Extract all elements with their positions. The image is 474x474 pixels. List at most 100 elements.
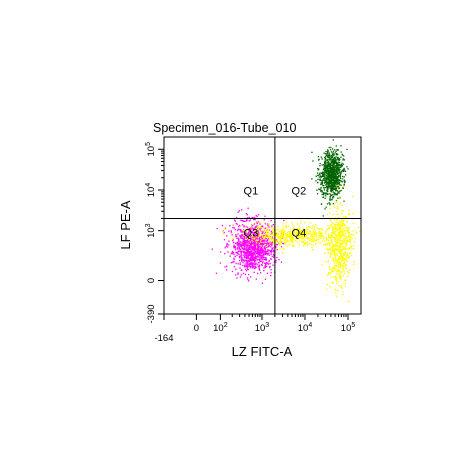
data-point	[329, 286, 331, 288]
data-point	[347, 256, 350, 259]
data-point	[260, 260, 263, 262]
data-point	[304, 231, 306, 233]
data-point	[268, 229, 270, 232]
data-point	[228, 244, 230, 246]
data-point	[333, 153, 335, 155]
data-point	[323, 237, 325, 239]
data-point	[338, 159, 340, 162]
data-point	[327, 149, 329, 151]
data-point	[229, 255, 231, 257]
data-point	[258, 267, 260, 269]
data-point	[267, 242, 269, 244]
data-point	[260, 248, 262, 250]
data-point	[253, 236, 255, 238]
data-point	[334, 173, 337, 175]
data-point	[276, 249, 278, 251]
data-point	[235, 242, 237, 244]
data-point	[334, 253, 337, 255]
data-point	[310, 238, 313, 240]
data-point	[271, 228, 274, 230]
data-point	[247, 260, 249, 262]
data-point	[280, 261, 283, 263]
data-point	[231, 261, 234, 263]
data-point	[320, 235, 322, 237]
data-point	[257, 240, 259, 243]
data-point	[226, 244, 228, 246]
data-point	[238, 246, 240, 248]
data-point	[242, 246, 244, 248]
data-point	[251, 254, 253, 256]
data-point	[233, 227, 235, 229]
data-point	[346, 226, 348, 228]
data-point	[338, 191, 340, 193]
data-point	[337, 175, 340, 177]
data-point	[243, 244, 245, 247]
data-point	[323, 179, 325, 181]
data-point	[336, 260, 338, 263]
data-point	[277, 228, 279, 230]
data-point	[250, 251, 252, 253]
data-point	[242, 262, 244, 264]
data-point	[299, 234, 302, 237]
data-point	[337, 169, 339, 171]
data-point	[259, 238, 261, 240]
data-point	[343, 200, 345, 202]
data-point	[250, 259, 252, 261]
data-point	[335, 240, 337, 243]
data-point	[291, 238, 294, 240]
data-point	[346, 254, 348, 257]
data-point	[254, 239, 256, 241]
data-point	[285, 241, 287, 244]
data-point	[335, 259, 337, 261]
x-tick-label: 103	[255, 322, 270, 334]
data-point	[319, 174, 321, 176]
data-point	[279, 235, 281, 237]
data-point	[244, 257, 246, 259]
series-0	[311, 139, 349, 217]
data-point	[330, 249, 332, 251]
data-point	[265, 234, 267, 236]
data-point	[332, 174, 334, 176]
data-point	[341, 175, 344, 178]
data-point	[331, 199, 333, 201]
data-point	[339, 234, 341, 236]
data-point	[346, 252, 349, 254]
data-point	[340, 249, 342, 251]
data-point	[284, 238, 286, 241]
data-point	[331, 177, 333, 179]
data-point	[249, 246, 251, 249]
data-point	[338, 223, 340, 225]
data-point	[345, 265, 347, 267]
data-point	[325, 169, 327, 172]
data-point	[257, 233, 259, 235]
data-point	[247, 251, 249, 253]
data-point	[265, 259, 267, 261]
data-point	[335, 243, 337, 246]
data-point	[278, 259, 280, 261]
data-point	[243, 260, 245, 262]
data-point	[325, 233, 327, 235]
data-point	[227, 246, 229, 248]
data-point	[252, 263, 254, 265]
data-point	[336, 270, 338, 273]
data-point	[329, 245, 331, 247]
data-point	[286, 245, 288, 247]
data-point	[349, 241, 352, 244]
data-point	[334, 292, 337, 294]
data-point	[277, 242, 280, 244]
data-point	[339, 197, 341, 199]
data-point	[344, 279, 346, 281]
data-point	[335, 181, 337, 183]
data-point	[267, 245, 269, 247]
data-point	[232, 224, 234, 226]
data-point	[278, 242, 281, 244]
data-point	[247, 233, 250, 235]
data-point	[329, 164, 331, 166]
data-point	[254, 229, 257, 231]
data-point	[342, 222, 345, 224]
data-point	[340, 243, 342, 245]
data-point	[258, 227, 260, 230]
data-point	[241, 219, 243, 222]
data-point	[340, 271, 342, 274]
